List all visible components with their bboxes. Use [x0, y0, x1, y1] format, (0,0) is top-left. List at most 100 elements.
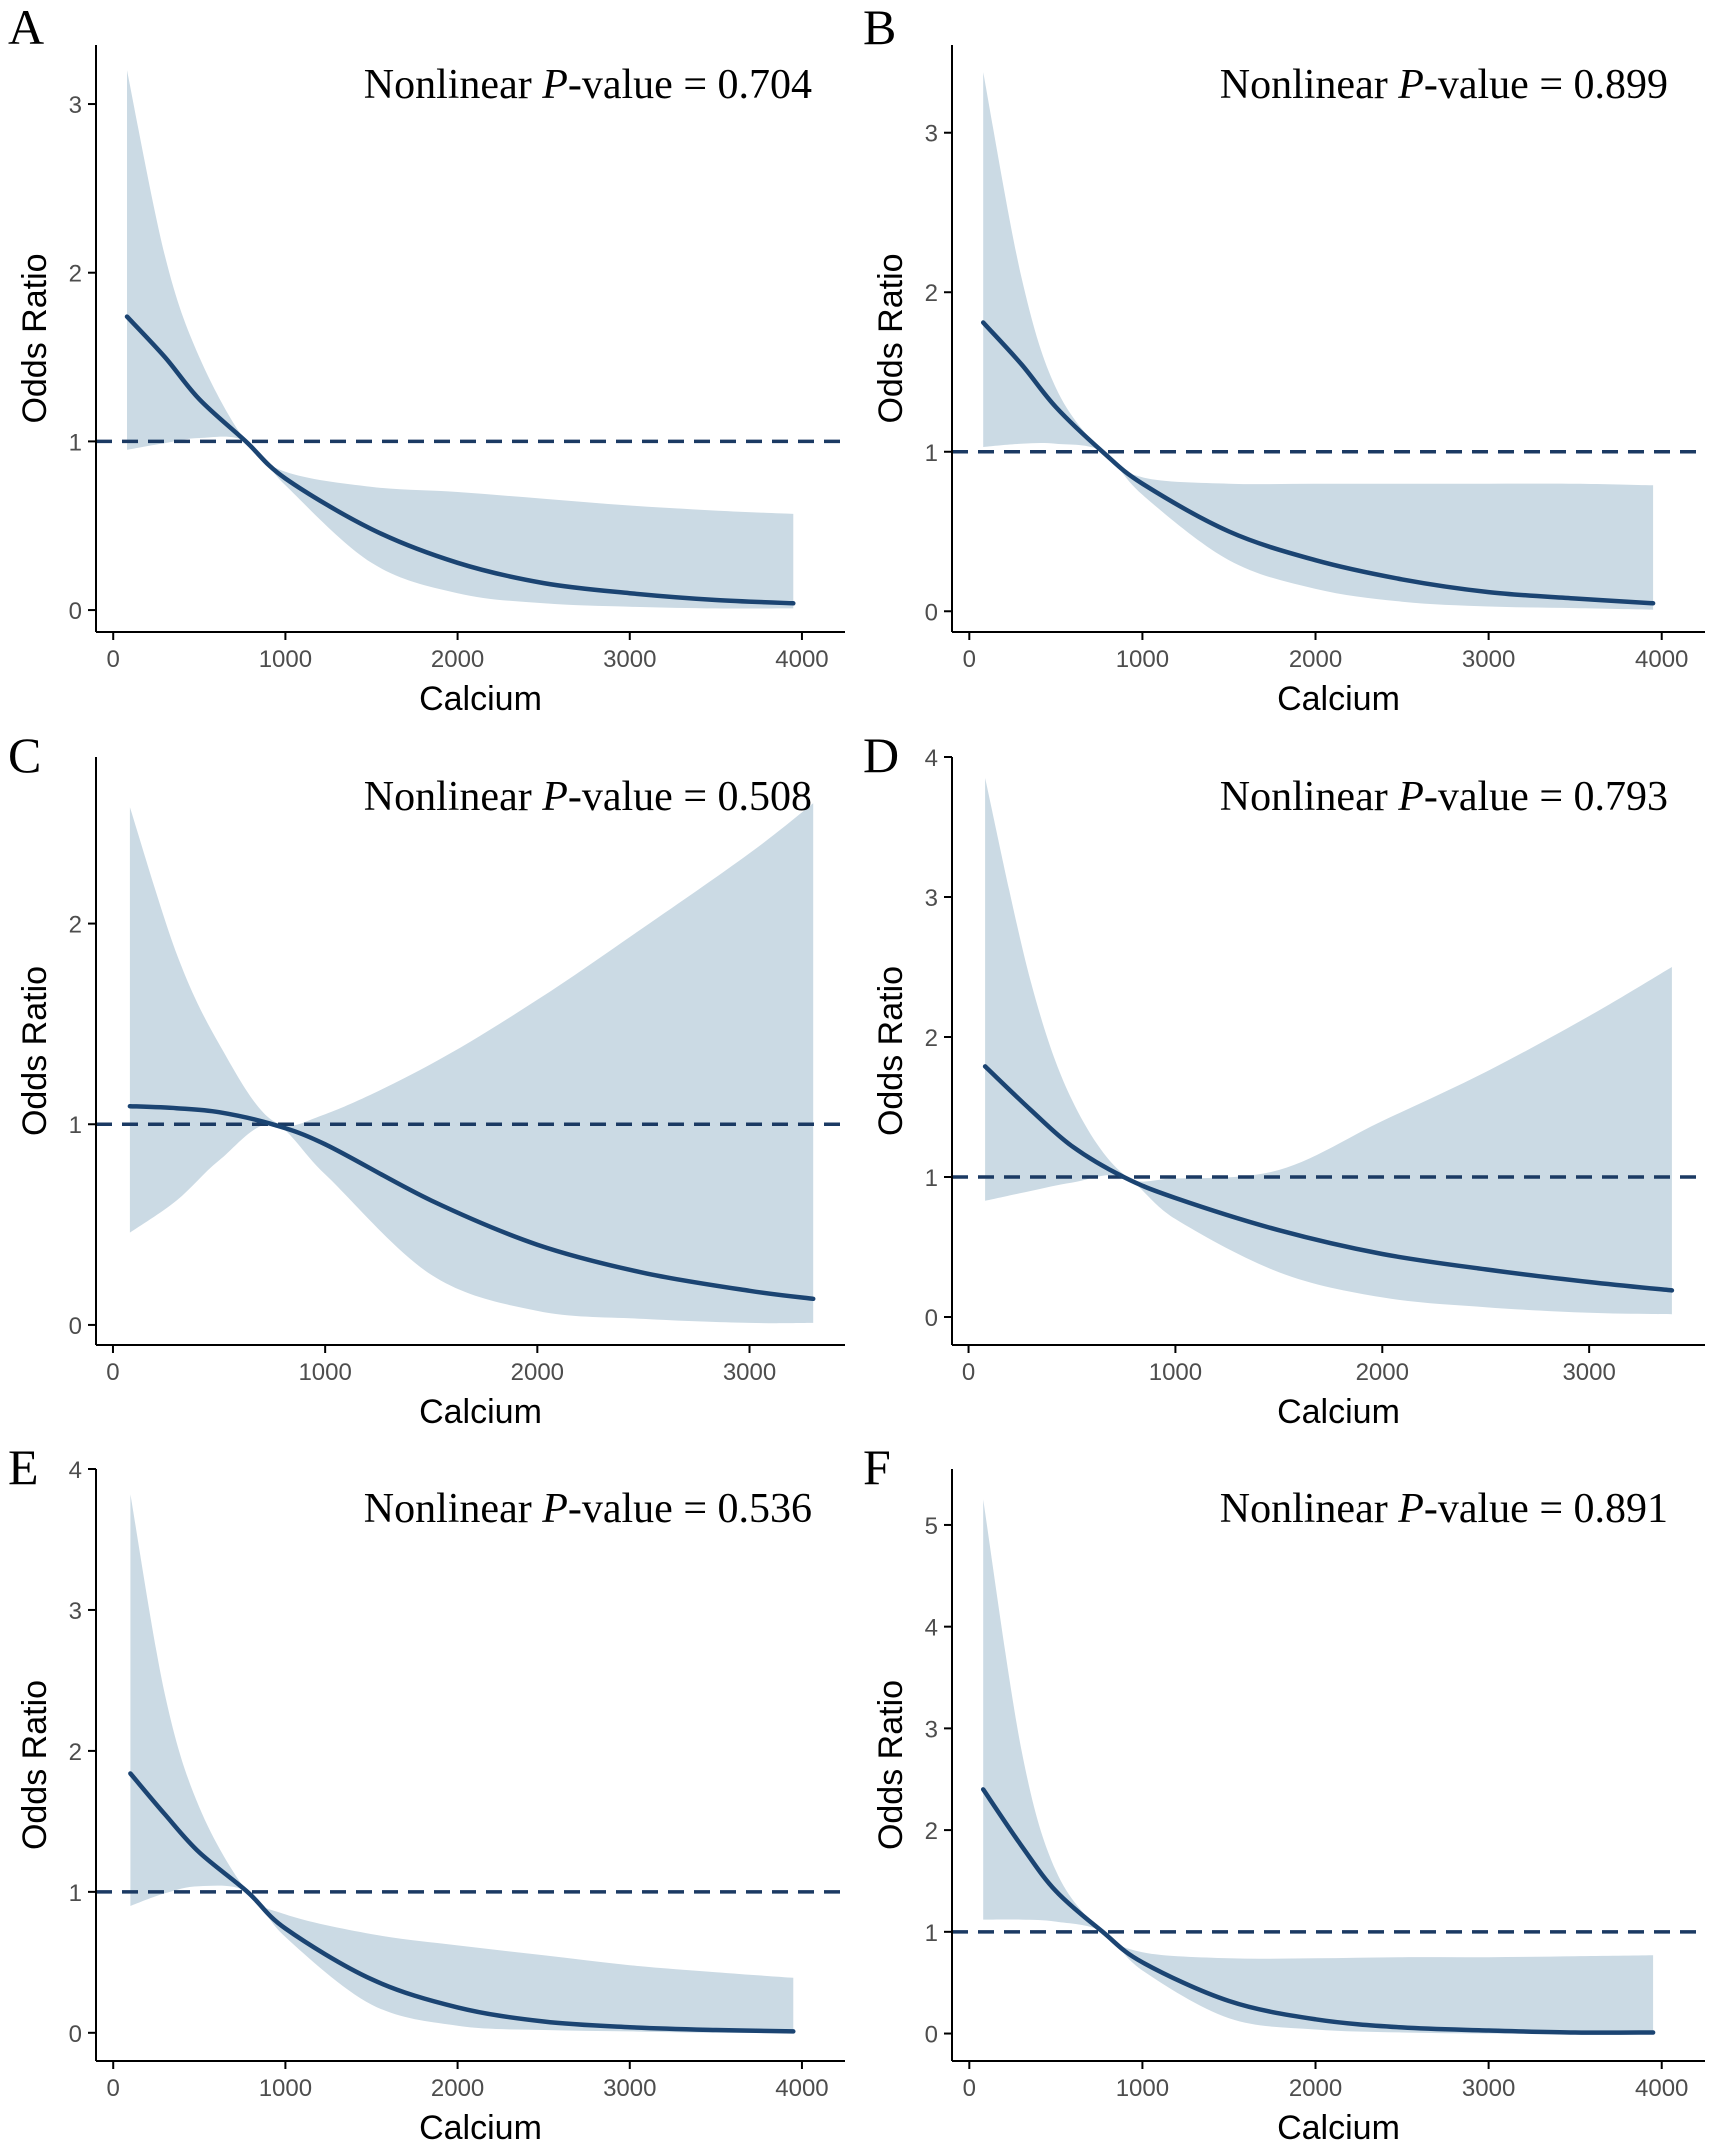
nonlinear-p-value: Nonlinear P-value = 0.536	[364, 1486, 812, 1532]
odds-ratio-curve	[982, 1064, 1675, 1293]
y-tick-label: 3	[925, 121, 938, 148]
x-tick-label: 0	[963, 646, 976, 673]
x-tick-label: 2000	[431, 2075, 484, 2102]
p-value-italic: P	[1397, 774, 1424, 820]
x-axis-title: Calcium	[1277, 680, 1400, 718]
p-value-prefix: Nonlinear	[1220, 62, 1398, 108]
panel-letter: F	[863, 1439, 891, 1495]
p-value-italic: P	[1397, 1486, 1424, 1532]
x-tick-label: 3000	[1562, 1359, 1615, 1386]
panel-letter: E	[8, 1439, 39, 1495]
p-value-prefix: Nonlinear	[1220, 774, 1398, 820]
x-tick-label: 2000	[511, 1359, 564, 1386]
y-tick-label: 2	[925, 1025, 938, 1052]
panel-c: 0 1000 2000 3000 0 1 2 Calcium Odds Ratio C Nonlin…	[8, 727, 845, 1431]
panel-e: 0 1000 2000 3000 4000 0 1 2 3 4 Calcium Odds Ratio E…	[8, 1439, 845, 2147]
confidence-band	[127, 70, 794, 609]
nonlinear-p-value: Nonlinear P-value = 0.508	[364, 774, 812, 820]
confidence-band	[985, 778, 1672, 1315]
odds-ratio-curve	[127, 1103, 816, 1302]
x-tick-label: 0	[962, 1359, 975, 1386]
y-tick-label: 1	[925, 440, 938, 467]
panel-d: 0 1000 2000 3000 0 1 2 3 4 Calcium Odds Ratio D Nonl…	[863, 727, 1705, 1431]
x-tick-label: 1000	[259, 646, 312, 673]
y-tick-label: 2	[925, 280, 938, 307]
x-axis-title: Calcium	[1277, 2109, 1400, 2147]
x-tick-label: 2000	[1356, 1359, 1409, 1386]
x-tick-label: 1000	[1149, 1359, 1202, 1386]
panel-letter: A	[8, 0, 44, 55]
p-value-suffix: -value = 0.508	[568, 774, 812, 820]
panel-letter: D	[863, 727, 899, 783]
y-tick-label: 4	[925, 745, 938, 772]
nonlinear-p-value: Nonlinear P-value = 0.793	[1220, 774, 1668, 820]
y-axis-title: Odds Ratio	[16, 966, 54, 1136]
x-tick-label: 2000	[1289, 2075, 1342, 2102]
nonlinear-p-value: Nonlinear P-value = 0.891	[1220, 1486, 1668, 1532]
nonlinear-p-value: Nonlinear P-value = 0.704	[364, 62, 812, 108]
x-tick-label: 2000	[431, 646, 484, 673]
x-tick-label: 4000	[775, 646, 828, 673]
p-value-italic: P	[541, 62, 568, 108]
x-tick-label: 0	[106, 1359, 119, 1386]
y-tick-label: 0	[69, 2021, 82, 2048]
y-tick-label: 2	[69, 1739, 82, 1766]
y-tick-label: 5	[925, 1513, 938, 1540]
y-tick-label: 3	[925, 885, 938, 912]
panel-letter: B	[863, 0, 896, 55]
y-tick-label: 1	[69, 1112, 82, 1139]
y-axis-title: Odds Ratio	[16, 253, 54, 423]
x-tick-label: 0	[107, 646, 120, 673]
y-tick-label: 3	[69, 92, 82, 119]
x-tick-label: 0	[963, 2075, 976, 2102]
y-axis-title: Odds Ratio	[872, 253, 910, 423]
p-value-prefix: Nonlinear	[364, 1486, 542, 1532]
y-tick-label: 4	[69, 1457, 82, 1484]
y-axis-title: Odds Ratio	[872, 966, 910, 1136]
x-tick-label: 0	[107, 2075, 120, 2102]
x-tick-label: 3000	[723, 1359, 776, 1386]
y-tick-label: 0	[69, 598, 82, 625]
x-tick-label: 4000	[775, 2075, 828, 2102]
odds-ratio-curve	[980, 320, 1656, 606]
x-tick-label: 1000	[298, 1359, 351, 1386]
y-tick-label: 0	[925, 2022, 938, 2049]
y-tick-label: 0	[925, 599, 938, 626]
x-tick-label: 3000	[603, 2075, 656, 2102]
nonlinear-p-value: Nonlinear P-value = 0.899	[1220, 62, 1668, 108]
p-value-suffix: -value = 0.891	[1424, 1486, 1668, 1532]
p-value-suffix: -value = 0.793	[1424, 774, 1668, 820]
confidence-band	[130, 1494, 794, 2033]
p-value-italic: P	[1397, 62, 1424, 108]
x-tick-label: 2000	[1289, 646, 1342, 673]
odds-ratio-curve	[128, 1771, 796, 2034]
p-value-prefix: Nonlinear	[1220, 1486, 1398, 1532]
y-tick-label: 1	[925, 1165, 938, 1192]
p-value-suffix: -value = 0.899	[1424, 62, 1668, 108]
y-tick-label: 2	[925, 1818, 938, 1845]
y-tick-label: 4	[925, 1615, 938, 1642]
p-value-prefix: Nonlinear	[364, 62, 542, 108]
x-tick-label: 1000	[1116, 646, 1169, 673]
p-value-italic: P	[541, 774, 568, 820]
odds-ratio-curve	[980, 1787, 1656, 2035]
x-axis-title: Calcium	[419, 1393, 542, 1431]
x-axis-title: Calcium	[419, 2109, 542, 2147]
confidence-band	[983, 72, 1654, 610]
y-tick-label: 0	[69, 1313, 82, 1340]
x-axis-title: Calcium	[419, 680, 542, 718]
x-tick-label: 3000	[1462, 2075, 1515, 2102]
x-tick-label: 3000	[1462, 646, 1515, 673]
x-tick-label: 4000	[1635, 2075, 1688, 2102]
x-tick-label: 1000	[1116, 2075, 1169, 2102]
y-tick-label: 1	[69, 1880, 82, 1907]
p-value-prefix: Nonlinear	[364, 774, 542, 820]
p-value-suffix: -value = 0.536	[568, 1486, 812, 1532]
y-tick-label: 2	[69, 261, 82, 288]
confidence-band	[129, 803, 814, 1324]
y-axis-title: Odds Ratio	[16, 1680, 54, 1850]
y-tick-label: 1	[69, 429, 82, 456]
confidence-band	[983, 1499, 1654, 2034]
y-axis-title: Odds Ratio	[872, 1680, 910, 1850]
